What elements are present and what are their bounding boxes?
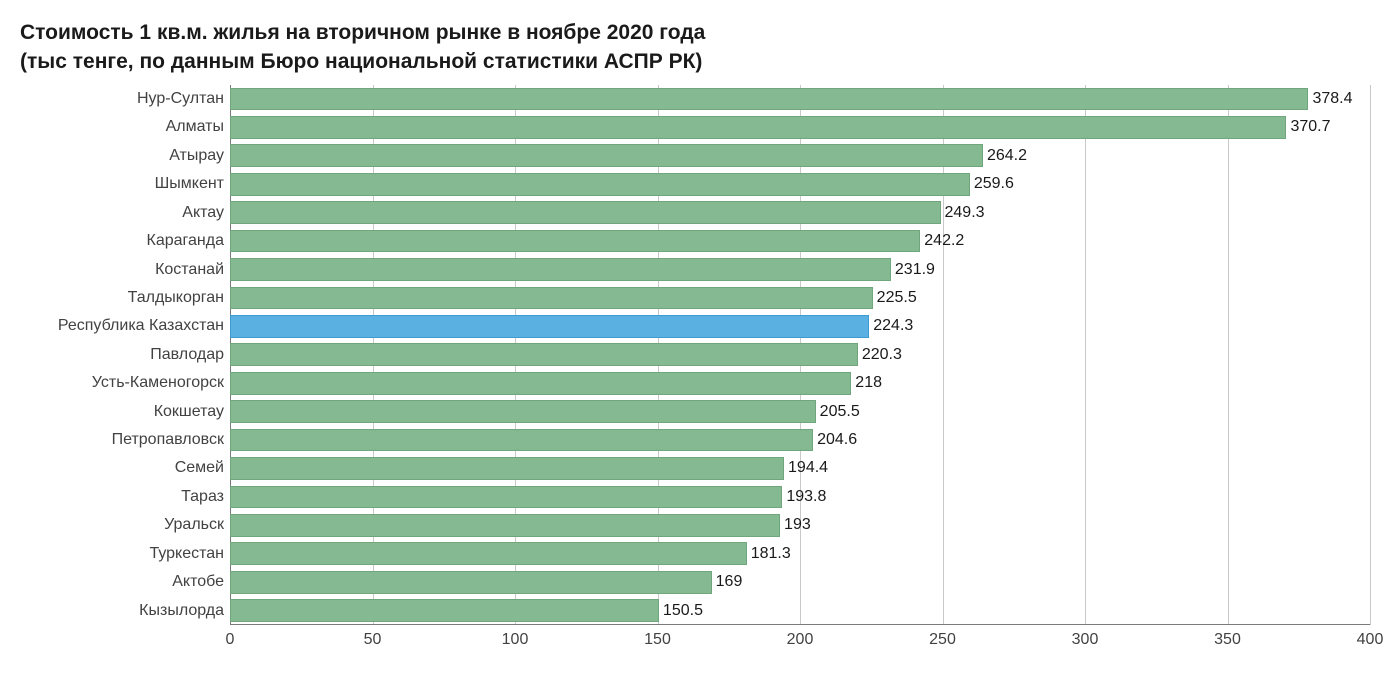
bar-value-label: 220.3	[862, 346, 902, 364]
bar-row: Кокшетау205.5	[230, 397, 1370, 425]
category-label: Усть-Каменогорск	[92, 374, 230, 392]
bar-value-label: 225.5	[877, 289, 917, 307]
x-tick-label: 250	[929, 631, 956, 649]
category-label: Тараз	[181, 488, 230, 506]
category-label: Кокшетау	[154, 403, 230, 421]
bar-row: Кызылорда150.5	[230, 596, 1370, 624]
bar-value-label: 193	[784, 516, 811, 534]
category-label: Актобе	[172, 573, 230, 591]
bar-row: Усть-Каменогорск218	[230, 369, 1370, 397]
x-tick-label: 0	[226, 631, 235, 649]
bar-row: Петропавловск204.6	[230, 426, 1370, 454]
chart-title-line1: Стоимость 1 кв.м. жилья на вторичном рын…	[20, 18, 1375, 47]
bar-chart: Нур-Султан378.4Алматы370.7Атырау264.2Шым…	[20, 85, 1375, 653]
bar	[230, 173, 970, 196]
bar-value-label: 193.8	[786, 488, 826, 506]
x-tick-label: 150	[644, 631, 671, 649]
bar-row: Караганда242.2	[230, 227, 1370, 255]
bar-value-label: 205.5	[820, 403, 860, 421]
bar	[230, 400, 816, 423]
bar-row: Шымкент259.6	[230, 170, 1370, 198]
x-axis: 050100150200250300350400	[230, 625, 1370, 653]
chart-container: Стоимость 1 кв.м. жилья на вторичном рын…	[0, 0, 1395, 673]
bar-value-label: 242.2	[924, 232, 964, 250]
bar-row: Нур-Султан378.4	[230, 85, 1370, 113]
bar	[230, 429, 813, 452]
bar-row: Актау249.3	[230, 198, 1370, 226]
bar-value-label: 264.2	[987, 147, 1027, 165]
bar-value-label: 204.6	[817, 431, 857, 449]
bar-value-label: 169	[716, 573, 743, 591]
x-tick-label: 200	[787, 631, 814, 649]
bar-row: Павлодар220.3	[230, 341, 1370, 369]
category-label: Шымкент	[155, 175, 230, 193]
x-tick-label: 300	[1072, 631, 1099, 649]
bar	[230, 343, 858, 366]
x-tick-label: 50	[364, 631, 382, 649]
bar	[230, 514, 780, 537]
category-label: Актау	[182, 204, 230, 222]
bar	[230, 201, 941, 224]
bar	[230, 116, 1286, 139]
category-label: Республика Казахстан	[58, 317, 230, 335]
grid-line	[1370, 85, 1371, 625]
bar-row: Семей194.4	[230, 454, 1370, 482]
category-label: Павлодар	[150, 346, 230, 364]
category-label: Туркестан	[149, 545, 230, 563]
bar-value-label: 150.5	[663, 602, 703, 620]
x-tick-label: 350	[1214, 631, 1241, 649]
category-label: Кызылорда	[139, 602, 230, 620]
bar-value-label: 378.4	[1312, 90, 1352, 108]
bar	[230, 144, 983, 167]
bar-rows: Нур-Султан378.4Алматы370.7Атырау264.2Шым…	[230, 85, 1370, 625]
bar	[230, 542, 747, 565]
bar	[230, 457, 784, 480]
bar	[230, 287, 873, 310]
chart-title: Стоимость 1 кв.м. жилья на вторичном рын…	[20, 18, 1375, 77]
bar-row: Тараз193.8	[230, 483, 1370, 511]
bar-value-label: 231.9	[895, 261, 935, 279]
category-label: Семей	[175, 459, 230, 477]
bar	[230, 230, 920, 253]
bar	[230, 258, 891, 281]
chart-title-line2: (тыс тенге, по данным Бюро национальной …	[20, 47, 1375, 76]
bar-row: Костанай231.9	[230, 255, 1370, 283]
x-tick-label: 400	[1357, 631, 1384, 649]
category-label: Алматы	[166, 118, 230, 136]
bar-value-label: 194.4	[788, 459, 828, 477]
bar	[230, 599, 659, 622]
bar-value-label: 370.7	[1290, 118, 1330, 136]
bar-value-label: 218	[855, 374, 882, 392]
bar-value-label: 249.3	[945, 204, 985, 222]
bar-row: Уральск193	[230, 511, 1370, 539]
bar	[230, 571, 712, 594]
bar-value-label: 181.3	[751, 545, 791, 563]
bar	[230, 372, 851, 395]
bar-value-label: 259.6	[974, 175, 1014, 193]
category-label: Костанай	[155, 261, 230, 279]
category-label: Нур-Султан	[137, 90, 230, 108]
category-label: Уральск	[164, 516, 230, 534]
bar	[230, 88, 1308, 111]
bar-highlight	[230, 315, 869, 338]
category-label: Атырау	[169, 147, 230, 165]
category-label: Петропавловск	[112, 431, 230, 449]
bar-row: Атырау264.2	[230, 142, 1370, 170]
bar-row: Алматы370.7	[230, 113, 1370, 141]
category-label: Талдыкорган	[128, 289, 230, 307]
bar-row: Туркестан181.3	[230, 540, 1370, 568]
category-label: Караганда	[147, 232, 230, 250]
bar-value-label: 224.3	[873, 317, 913, 335]
x-tick-label: 100	[502, 631, 529, 649]
bar-row: Республика Казахстан224.3	[230, 312, 1370, 340]
bar	[230, 486, 782, 509]
bar-row: Актобе169	[230, 568, 1370, 596]
bar-row: Талдыкорган225.5	[230, 284, 1370, 312]
